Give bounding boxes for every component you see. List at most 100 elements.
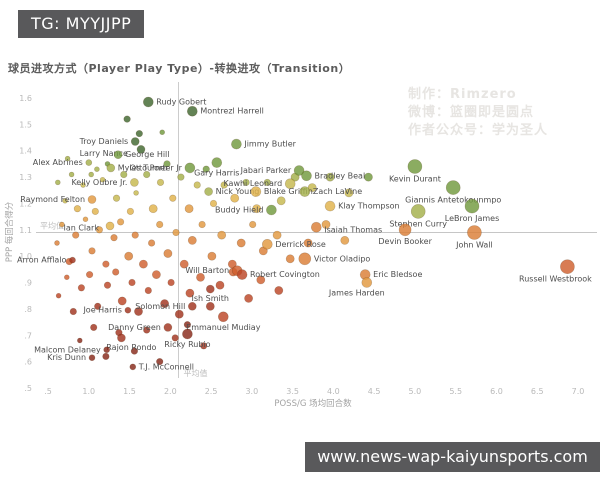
site-url-banner: www.news-wap-kaiyunsports.com	[305, 442, 600, 472]
data-point	[171, 334, 179, 342]
player-label: Troy Daniels	[79, 137, 129, 146]
player-label: Raymond Felton	[20, 195, 85, 204]
data-point	[82, 216, 89, 223]
data-point	[163, 249, 173, 258]
y-axis-title: PPP 每回合得分	[4, 201, 15, 262]
player-label: Buddy Hield	[215, 206, 263, 215]
chart-title: 球员进攻方式（Player Play Type）-转换进攻（Transition…	[8, 62, 351, 75]
data-point	[103, 281, 112, 289]
data-point	[124, 251, 134, 261]
player-label: Ricky Rubio	[164, 340, 210, 349]
data-point	[90, 323, 98, 331]
data-point	[126, 207, 134, 215]
data-point	[69, 307, 77, 316]
data-point	[205, 301, 215, 311]
player-label: Zach LaVine	[313, 187, 362, 196]
data-point	[244, 293, 253, 303]
data-point	[148, 204, 158, 214]
data-point	[123, 115, 131, 123]
player-label: Larry Nance	[80, 149, 128, 158]
player-label: Montrezl Harrell	[200, 107, 264, 116]
data-point	[272, 230, 282, 240]
data-point	[209, 199, 218, 208]
data-point	[159, 129, 165, 136]
data-point	[88, 247, 96, 255]
player-label: James Harden	[328, 289, 385, 298]
data-point	[307, 183, 317, 192]
data-point	[344, 188, 354, 198]
player-label: Rajon Rondo	[106, 343, 156, 352]
data-point	[77, 337, 83, 344]
y-tick: 1.6	[19, 94, 32, 103]
data-point	[112, 268, 120, 276]
data-point	[62, 198, 68, 204]
data-point	[94, 166, 100, 172]
player-dot	[143, 96, 154, 108]
data-point	[163, 160, 171, 168]
data-point	[99, 176, 106, 183]
data-point	[131, 231, 139, 239]
data-point	[256, 275, 266, 285]
data-point	[215, 280, 225, 290]
y-tick: 1.2	[19, 199, 32, 208]
data-point	[174, 309, 184, 319]
data-point	[249, 220, 257, 229]
player-label: Ish Smith	[192, 294, 229, 303]
player-label: Jabari Parker	[240, 166, 292, 175]
player-label: Kris Dunn	[47, 353, 86, 362]
y-tick: .8	[24, 305, 32, 314]
data-point	[363, 172, 373, 182]
player-label: Derrick Rose	[275, 240, 326, 249]
player-label: George Hill	[125, 150, 169, 159]
player-dot	[113, 150, 123, 159]
player-dot	[130, 137, 140, 146]
x-tick: 3.5	[286, 387, 299, 396]
player-label: Kevin Durant	[389, 175, 441, 184]
data-point	[198, 220, 206, 229]
player-dot	[464, 198, 480, 214]
player-dot	[206, 284, 215, 294]
data-point	[185, 288, 195, 298]
player-label: Ian Clark	[63, 223, 99, 232]
data-point	[110, 234, 118, 242]
data-point	[220, 181, 228, 189]
y-tick: .6	[24, 358, 32, 367]
data-point	[77, 284, 85, 292]
player-dot	[299, 186, 311, 197]
author-watermark: 制作：Rimzero 微博：篮圈即是圆点 作者公众号：学为圣人	[408, 86, 548, 140]
player-label: Arron Afflalo	[17, 256, 67, 265]
data-point	[156, 220, 164, 229]
y-tick: 1.4	[19, 147, 32, 156]
player-dot	[445, 180, 461, 195]
player-label: Klay Thompson	[338, 202, 400, 211]
player-dot	[130, 178, 139, 187]
data-point	[102, 352, 110, 360]
player-label: Blake Griffin	[264, 187, 313, 196]
data-point	[187, 235, 197, 245]
x-tick: 5.0	[409, 387, 422, 396]
data-point	[183, 321, 191, 329]
player-label: Solomon Hill	[135, 302, 185, 311]
data-point	[200, 342, 208, 350]
player-label: John Wall	[455, 240, 493, 249]
data-point	[138, 259, 148, 269]
average-label-y: 平均值	[40, 220, 64, 230]
player-label: Emmanuel Mudiay	[186, 323, 261, 332]
watermark-line-author: 制作：Rimzero	[408, 87, 517, 102]
player-label: T.J. McConnell	[138, 362, 194, 371]
player-label: Myles Turner	[118, 163, 169, 172]
data-point	[117, 296, 127, 306]
player-dot	[407, 159, 423, 174]
player-dot	[293, 165, 305, 176]
player-label: Rudy Gobert	[156, 97, 206, 106]
data-point	[230, 193, 240, 203]
data-point	[202, 165, 210, 173]
x-tick: 6.5	[531, 387, 544, 396]
player-dot	[560, 259, 575, 275]
player-label: Russell Westbrook	[519, 275, 592, 284]
watermark-line-wechat: 作者公众号：学为圣人	[408, 123, 549, 138]
data-point	[151, 270, 161, 279]
data-point	[340, 235, 350, 245]
player-dot	[188, 301, 197, 311]
